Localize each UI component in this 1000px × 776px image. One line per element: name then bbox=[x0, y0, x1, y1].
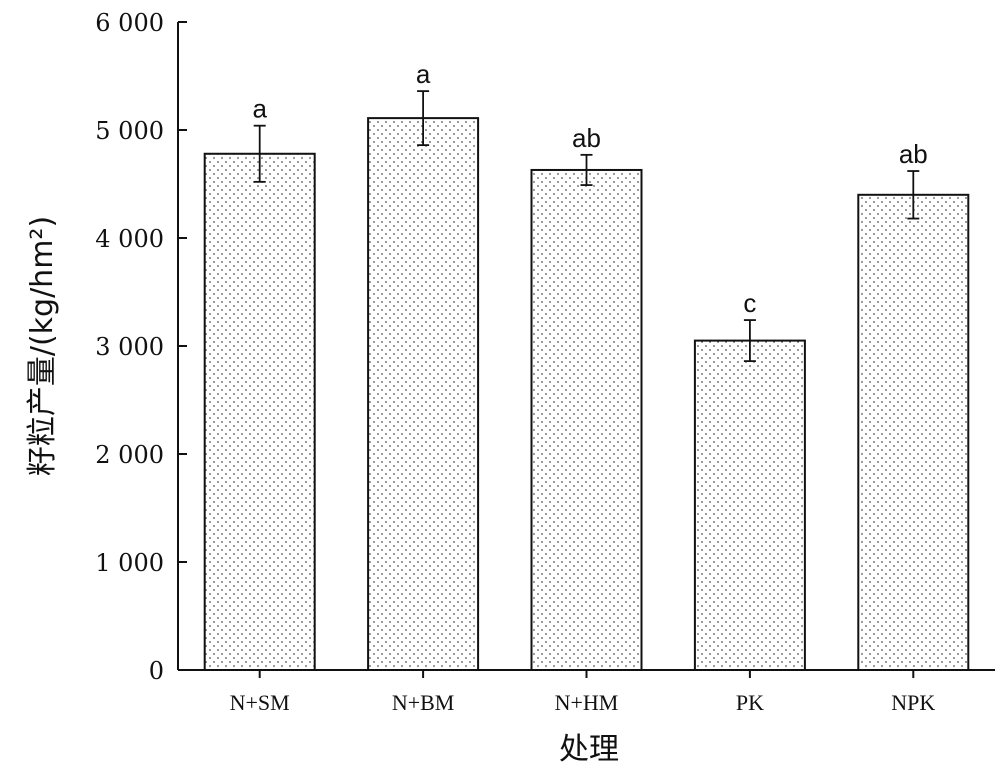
significance-label: a bbox=[252, 94, 267, 124]
x-axis-title: 处理 bbox=[559, 732, 619, 767]
y-axis-title: 籽粒产量/(kg/hm²) bbox=[25, 216, 60, 476]
bar bbox=[203, 152, 316, 671]
significance-label: c bbox=[743, 288, 756, 318]
y-tick-label: 2 000 bbox=[95, 441, 164, 469]
bar bbox=[530, 168, 643, 672]
x-tick-label: N+HM bbox=[555, 690, 619, 715]
significance-label: ab bbox=[899, 139, 928, 169]
bar bbox=[693, 339, 806, 671]
bar bbox=[367, 117, 480, 672]
y-tick-label: 3 000 bbox=[95, 333, 164, 361]
y-tick-label: 0 bbox=[149, 657, 164, 685]
y-tick-label: 4 000 bbox=[95, 225, 164, 253]
x-tick-label: N+BM bbox=[392, 690, 455, 715]
x-tick-label: NPK bbox=[891, 690, 935, 715]
y-tick-label: 1 000 bbox=[95, 549, 164, 577]
y-tick-label: 6 000 bbox=[95, 9, 164, 37]
x-tick-label: PK bbox=[736, 690, 764, 715]
plot-area: 0 1 000 2 000 3 000 4 000 5 000 6 000 N+SM a N+BM… bbox=[95, 9, 995, 715]
significance-label: a bbox=[416, 59, 431, 89]
y-tick-label: 5 000 bbox=[95, 117, 164, 145]
significance-label: ab bbox=[572, 123, 601, 153]
x-tick-label: N+SM bbox=[230, 690, 290, 715]
bar bbox=[857, 193, 970, 672]
